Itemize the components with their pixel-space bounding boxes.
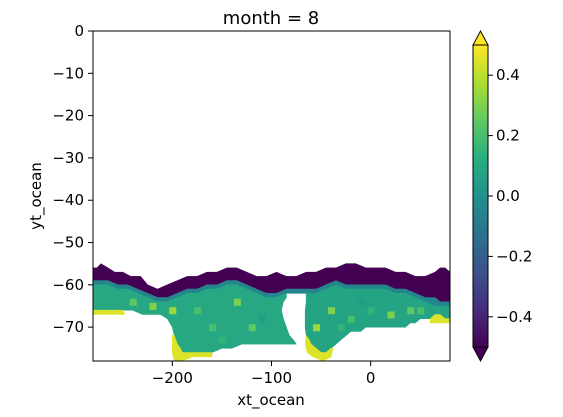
- heatmap-cell-weddell-sector-interior-1: [347, 315, 355, 323]
- x-axis: −200 −100 0: [152, 361, 376, 387]
- heatmap-cell-ross-sector-interior-4: [248, 324, 256, 332]
- x-tick-label: −200: [152, 369, 193, 387]
- y-tick-label: 0: [74, 22, 84, 40]
- x-tick-label: 0: [366, 369, 376, 387]
- heatmap-field: [93, 263, 450, 361]
- colorbar-extend-min: [472, 346, 489, 363]
- heatmap-cell-weddell-sector-interior-3: [387, 311, 395, 319]
- heatmap-cell-ross-sector-interior-8: [169, 307, 177, 315]
- y-tick-label: −20: [52, 107, 84, 125]
- colorbar-body: [472, 44, 489, 348]
- heatmap-cell-weddell-sector-interior-4: [407, 307, 415, 315]
- y-tick-label: −10: [52, 64, 84, 82]
- colorbar-ticks: 0.4 0.2 0.0 −0.2 −0.4: [488, 66, 532, 326]
- heatmap-cell-ross-sector-interior-9: [243, 332, 251, 340]
- heatmap-cell-ross-sector-interior-6: [194, 307, 202, 315]
- y-axis: 0 −10 −20 −30 −40 −50 −60 −70: [52, 22, 93, 336]
- heatmap-region-southern-edge-east: [429, 314, 450, 324]
- heatmap-cell-weddell-sector-interior-6: [357, 298, 365, 306]
- y-tick-label: −60: [52, 276, 84, 294]
- heatmap-cell-ross-sector-interior-3: [218, 336, 226, 344]
- heatmap-cell-ross-sector-interior-5: [258, 315, 266, 323]
- colorbar-extend-max: [472, 29, 489, 46]
- heatmap-cell-weddell-sector-interior-2: [367, 307, 375, 315]
- y-axis-label: yt_ocean: [27, 162, 46, 230]
- heatmap-cell-weddell-sector-interior-7: [417, 307, 425, 315]
- colorbar-tick-label: −0.2: [496, 247, 532, 265]
- heatmap-cell-weddell-sector-interior-8: [337, 324, 345, 332]
- colorbar-tick-label: −0.4: [496, 308, 532, 326]
- heatmap-region-southern-edge-west: [93, 309, 126, 315]
- heatmap-cell-ross-sector-interior-7: [233, 298, 241, 306]
- y-tick-label: −50: [52, 234, 84, 252]
- colorbar-tick-label: 0.0: [496, 187, 520, 205]
- colorbar-tick-label: 0.4: [496, 66, 520, 84]
- heatmap-cell-weddell-sector-interior-0: [328, 307, 335, 315]
- x-axis-label: xt_ocean: [237, 391, 305, 410]
- heatmap-cell-ross-sector-interior-0: [129, 298, 137, 306]
- colorbar-tick-label: 0.2: [496, 127, 520, 145]
- heatmap-region-southern-edge-weddell: [304, 334, 334, 361]
- heatmap-cell-ross-sector-interior-2: [209, 324, 216, 332]
- x-tick-label: −100: [251, 369, 292, 387]
- heatmap-region-southern-edge-ross: [172, 335, 213, 361]
- heatmap-cell-ross-sector-interior-1: [149, 303, 157, 310]
- y-tick-label: −40: [52, 191, 84, 209]
- y-tick-label: −30: [52, 149, 84, 167]
- chart-title: month = 8: [223, 8, 319, 29]
- heatmap-cell-weddell-sector-interior-5: [313, 324, 321, 332]
- colorbar: 0.4 0.2 0.0 −0.2 −0.4: [472, 29, 532, 363]
- y-tick-label: −70: [52, 318, 84, 336]
